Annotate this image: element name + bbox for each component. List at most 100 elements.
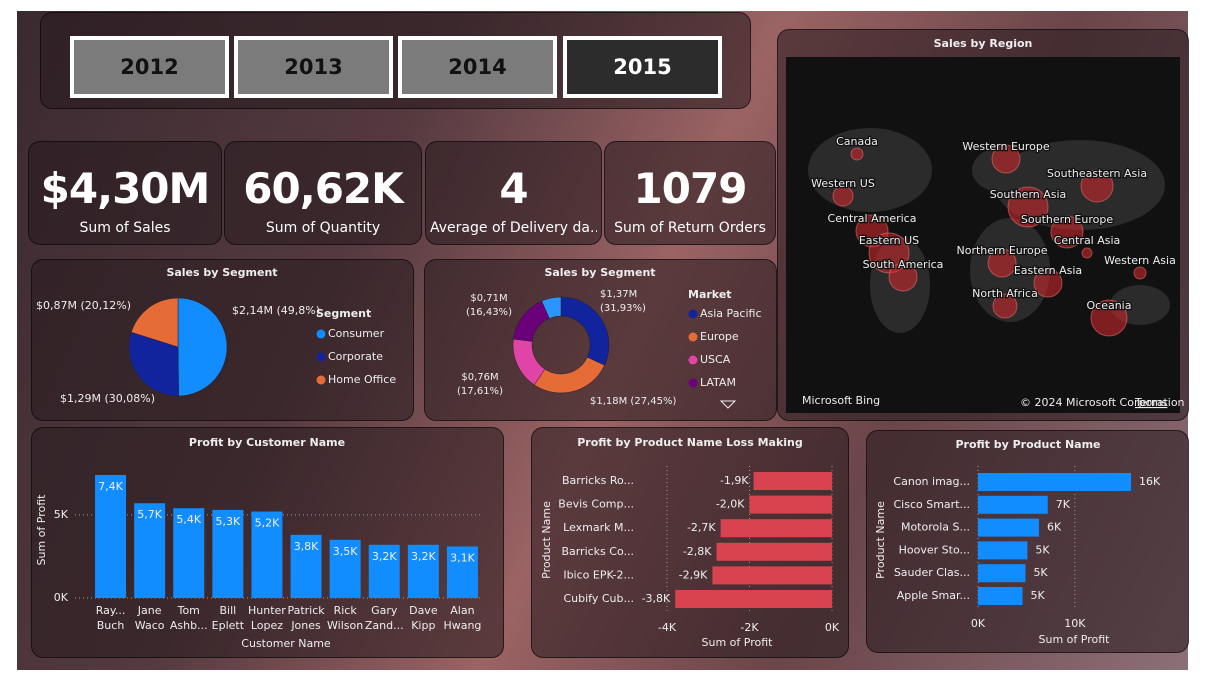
kpi-value: 4 <box>499 164 528 213</box>
map-bubble <box>987 248 1017 278</box>
region-label: Southeastern Asia <box>1047 167 1147 180</box>
x-tick-label-box: Alan Hwang <box>443 604 482 632</box>
x-tick-label: -2K <box>740 621 759 634</box>
bar <box>978 473 1132 491</box>
kpi-label: Sum of Quantity <box>265 220 381 236</box>
map-bubble <box>992 293 1018 319</box>
x-tick-label: Gary Zand... <box>364 604 404 632</box>
year-button[interactable]: 2013 <box>234 36 393 98</box>
map-attribution: © 2024 Microsoft Corporation <box>1020 396 1185 409</box>
data-label: -2,0K <box>716 498 745 511</box>
x-tick-label: 10K <box>1064 617 1086 630</box>
data-label: 3,5K <box>333 545 358 558</box>
x-tick-label: Bill Eplett <box>211 604 245 632</box>
legend-swatch <box>688 355 698 365</box>
y-tick-label: Lexmark M... <box>563 521 634 534</box>
data-label: 7K <box>1056 498 1071 511</box>
x-tick-label: Jane Waco <box>134 604 165 632</box>
bar <box>978 518 1040 537</box>
data-label: 6K <box>1047 521 1062 534</box>
x-axis-title: Customer Name <box>241 637 331 650</box>
bar <box>712 566 832 585</box>
bar <box>978 541 1028 560</box>
year-button[interactable]: 2015 <box>563 36 722 98</box>
x-tick-label: Alan Hwang <box>443 604 482 632</box>
data-label: $1,18M (27,45%) <box>590 396 677 407</box>
x-tick-label: 0K <box>971 617 986 630</box>
bar <box>173 508 205 598</box>
y-tick-label: Cisco Smart... <box>893 498 970 511</box>
y-tick-label: Ibico EPK-2... <box>563 568 634 581</box>
region-label: Southern Europe <box>1021 213 1113 226</box>
map-bubble <box>850 147 864 161</box>
x-tick-label-box: Gary Zand... <box>364 604 404 632</box>
legend-swatch <box>688 332 698 342</box>
region-label: Northern Europe <box>956 244 1047 257</box>
data-label: -2,9K <box>679 568 708 581</box>
y-tick-label: Motorola S... <box>901 521 970 534</box>
kpi-value: 1079 <box>633 164 748 213</box>
data-label: -1,9K <box>720 474 749 487</box>
map-bubble <box>1033 268 1063 298</box>
data-label-box: $1,37M (31,93%) <box>600 289 646 314</box>
x-axis-title: Sum of Profit <box>1039 633 1111 646</box>
map-bubble <box>1133 266 1147 280</box>
data-label: $1,29M (30,08%) <box>60 392 155 405</box>
year-button[interactable]: 2012 <box>70 36 229 98</box>
region-label: Western US <box>811 177 875 190</box>
x-axis-title: Sum of Profit <box>702 636 774 649</box>
x-tick-label: 0K <box>825 621 840 634</box>
data-label: 5,2K <box>255 517 280 530</box>
data-label: -2,8K <box>683 545 712 558</box>
region-label: Eastern Asia <box>1014 264 1082 277</box>
x-tick-label: -4K <box>658 621 677 634</box>
data-label: 5,4K <box>176 513 201 526</box>
data-label: $0,87M (20,12%) <box>36 299 131 312</box>
data-label: 3,2K <box>372 550 397 563</box>
y-tick-label: Canon imag... <box>893 475 970 488</box>
year-button[interactable]: 2014 <box>398 36 557 98</box>
legend-swatch <box>688 378 698 388</box>
kpi-value: $4,30M <box>40 164 211 213</box>
product-panel <box>866 430 1189 653</box>
x-tick-label: Patrick Jones <box>287 604 325 632</box>
map-bubble <box>1081 247 1093 259</box>
kpi-label: Sum of Return Orders <box>614 220 766 236</box>
data-label: $1,37M (31,93%) <box>600 289 646 314</box>
data-label: $0,71M (16,43%) <box>466 293 512 318</box>
map: Sales by Region Canada Western US Central A… <box>786 37 1185 413</box>
slice <box>533 356 605 394</box>
data-label: 7,4K <box>98 480 123 493</box>
legend-title: Segment <box>316 307 371 320</box>
chart-title: Profit by Product Name Loss Making <box>577 436 803 449</box>
y-tick-label: Barricks Co... <box>561 545 634 558</box>
bar <box>251 511 283 598</box>
region-label: Oceania <box>1087 299 1132 312</box>
legend-scroll <box>719 400 737 409</box>
loss-panel <box>531 427 849 658</box>
map-bubble <box>1007 186 1049 228</box>
x-tick-label: Hunter Lopez <box>248 604 286 632</box>
bar <box>368 544 400 598</box>
legend-label: Europe <box>700 330 739 343</box>
x-tick-label: Ray... Buch <box>95 604 126 632</box>
data-label: 5K <box>1035 543 1050 556</box>
chart-title: Sales by Segment <box>544 266 655 279</box>
kpi-value: 60,62K <box>243 164 403 213</box>
kpi-card: 60,62K Sum of Quantity <box>224 141 422 245</box>
x-tick-label-box: Patrick Jones <box>287 604 325 632</box>
kpi-label: Sum of Sales <box>79 220 171 236</box>
slice <box>128 331 179 397</box>
y-axis-title: Product Name <box>540 501 553 579</box>
x-tick-label: Rick Wilson <box>327 604 364 632</box>
region-label: South America <box>863 258 944 271</box>
chart-title: Sales by Segment <box>166 266 277 279</box>
region-label: Central America <box>828 212 917 225</box>
kpi-card: 1079 Sum of Return Orders <box>604 141 776 245</box>
x-tick-label-box: Tom Ashb... <box>170 604 208 632</box>
legend-title: Market <box>688 288 732 301</box>
region-label: Central Asia <box>1054 234 1121 247</box>
map-bubble <box>888 262 918 292</box>
slice <box>541 296 562 319</box>
